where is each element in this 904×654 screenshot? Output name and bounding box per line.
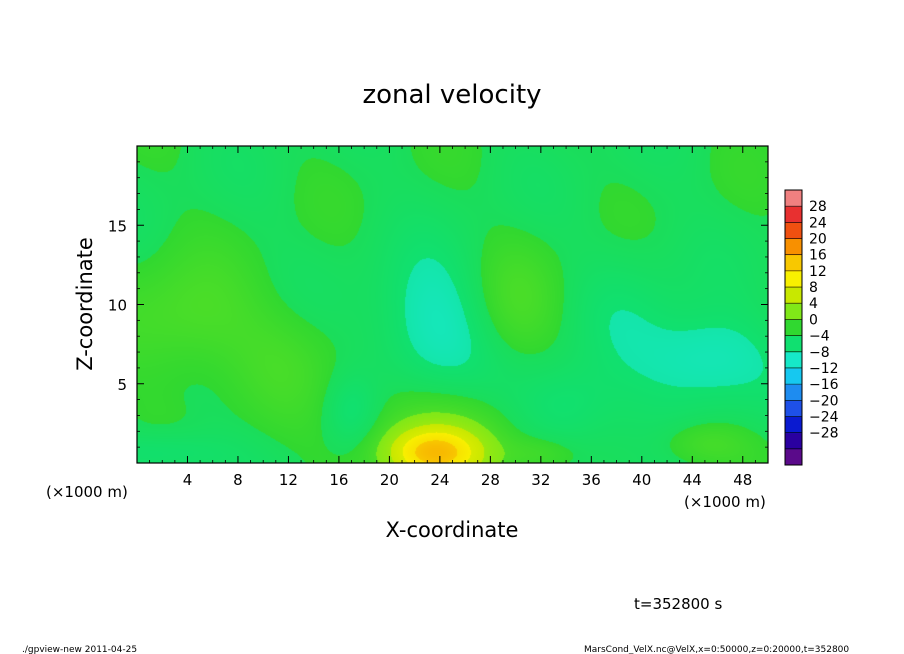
colorbar-label: −4 — [809, 329, 830, 345]
colorbar-label: 4 — [809, 296, 818, 312]
colorbar-swatch — [785, 270, 802, 288]
colorbar-swatch — [785, 416, 802, 434]
x-tick-label: 12 — [279, 471, 298, 489]
colorbar-swatch — [785, 222, 802, 240]
colorbar-swatch — [785, 448, 802, 466]
colorbar-swatch — [785, 351, 802, 369]
colorbar-swatch — [785, 206, 802, 223]
y-axis-label: Z-coordinate — [73, 237, 97, 371]
x-tick-label: 32 — [531, 471, 550, 489]
colorbar-label: 12 — [809, 264, 827, 280]
colorbar-label: −12 — [809, 361, 839, 377]
colorbar-label: −20 — [809, 393, 839, 409]
y-tick-label: 15 — [108, 217, 127, 235]
footer-left: ./gpview-new 2011-04-25 — [22, 645, 137, 654]
colorbar-label: 20 — [809, 232, 827, 248]
x-unit-label-right: (×1000 m) — [684, 493, 766, 511]
colorbar-label: 8 — [809, 280, 818, 296]
colorbar-label: 28 — [809, 199, 827, 215]
colorbar-label: −24 — [809, 409, 839, 425]
colorbar-swatch — [785, 384, 802, 401]
colorbar-label: 24 — [809, 215, 827, 231]
colorbar-swatch — [785, 400, 802, 417]
colorbar-label: −8 — [809, 345, 830, 361]
colorbar-swatch — [785, 432, 802, 450]
time-label: t=352800 s — [634, 595, 722, 613]
x-tick-label: 48 — [733, 471, 752, 489]
colorbar-swatch — [785, 254, 802, 272]
x-tick-label: 20 — [380, 471, 399, 489]
colorbar-swatch — [785, 335, 802, 353]
x-axis-ticks: 4 8 12 16 20 24 28 32 36 40 44 48 — [149, 146, 756, 489]
y-axis-ticks: 5 10 15 — [108, 161, 768, 448]
x-tick-label: 8 — [233, 471, 243, 489]
x-tick-label: 44 — [683, 471, 702, 489]
colorbar-label: 0 — [809, 312, 818, 328]
colorbar-swatch — [785, 190, 802, 207]
x-tick-label: 24 — [430, 471, 449, 489]
y-tick-label: 5 — [117, 376, 127, 394]
colorbar-swatch — [785, 238, 802, 256]
colorbar-label: −16 — [809, 377, 839, 393]
x-tick-label: 40 — [632, 471, 651, 489]
colorbar-swatch — [785, 303, 802, 320]
field-image — [137, 146, 768, 463]
chart-title: zonal velocity — [362, 80, 541, 110]
x-tick-label: 16 — [329, 471, 348, 489]
x-tick-label: 28 — [481, 471, 500, 489]
x-tick-label: 36 — [582, 471, 601, 489]
x-unit-label-left: (×1000 m) — [46, 483, 128, 501]
y-tick-label: 10 — [108, 297, 127, 315]
x-tick-label: 4 — [183, 471, 193, 489]
x-axis-label: X-coordinate — [386, 518, 519, 542]
colorbar-label: −28 — [809, 426, 839, 442]
colorbar-swatch — [785, 367, 802, 385]
colorbar-swatch — [785, 319, 802, 337]
colorbar-label: 16 — [809, 248, 827, 264]
colorbar-swatch — [785, 287, 802, 304]
colorbar-frame — [784, 189, 803, 466]
footer-right: MarsCond_VelX.nc@VelX,x=0:50000,z=0:2000… — [584, 645, 849, 654]
heatmap-field — [137, 146, 768, 463]
